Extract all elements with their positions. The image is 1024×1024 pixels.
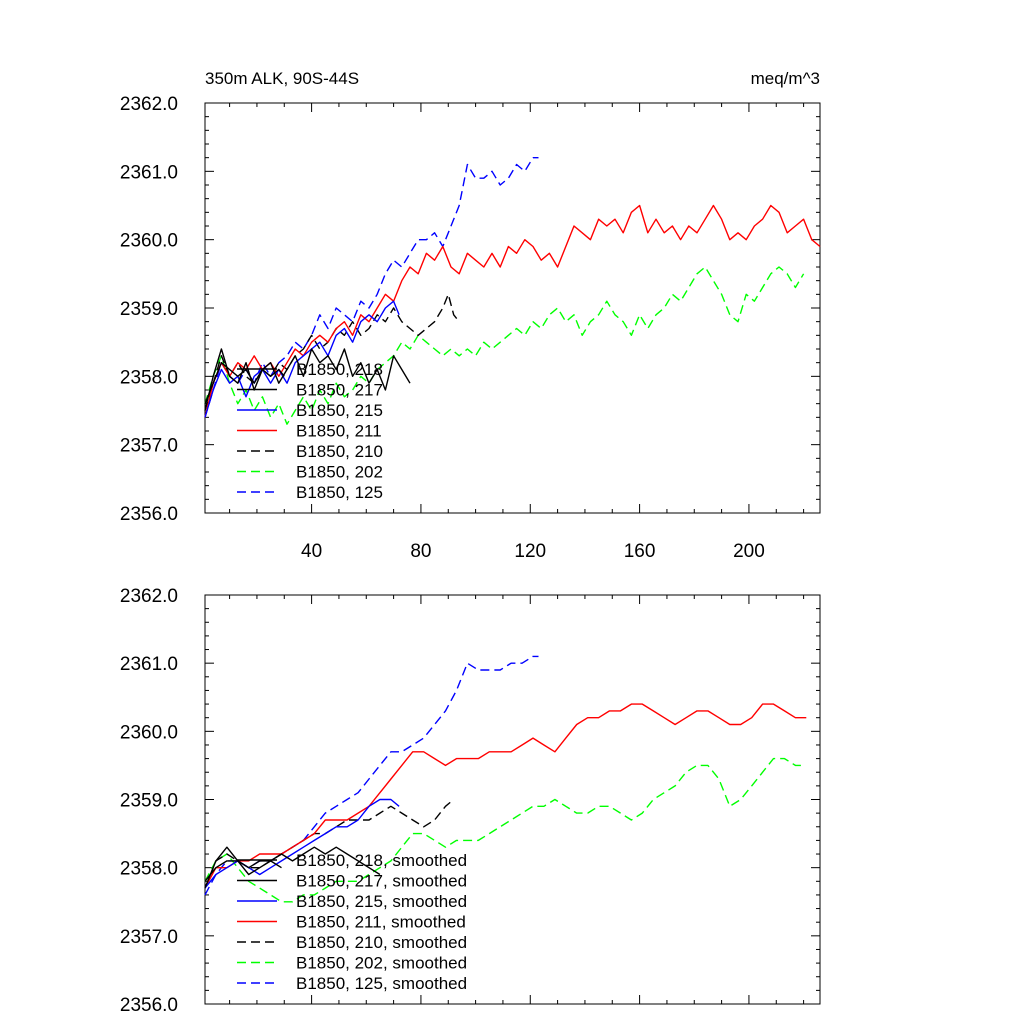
series-line xyxy=(204,860,282,882)
chart-title-right: meq/m^3 xyxy=(751,69,820,88)
y-tick-label: 2360.0 xyxy=(120,231,178,252)
y-tick-label: 2361.0 xyxy=(120,162,178,183)
series-line xyxy=(204,204,821,418)
x-tick-label: 120 xyxy=(514,541,546,562)
legend-label: B1850, 202, smoothed xyxy=(296,954,467,973)
legend-label: B1850, 211, smoothed xyxy=(296,913,466,932)
legend-label: B1850, 218, smoothed xyxy=(296,851,467,870)
legend-label: B1850, 217, smoothed xyxy=(296,872,467,891)
y-tick-label: 2362.0 xyxy=(120,94,178,115)
y-tick-label: 2359.0 xyxy=(120,299,178,320)
y-tick-label: 2359.0 xyxy=(120,791,178,812)
y-tick-label: 2357.0 xyxy=(120,927,178,948)
series-line xyxy=(204,846,381,889)
panel-top: 350m ALK, 90S-44S meq/m^3 2356.0 2357.0 23… xyxy=(120,69,821,562)
x-tick-label: 160 xyxy=(624,541,656,562)
legend-label: B1850, 211 xyxy=(296,422,382,441)
y-tick-label: 2362.0 xyxy=(120,586,178,607)
y-tick-label: 2358.0 xyxy=(120,367,178,388)
series-line xyxy=(204,757,801,903)
panel-bottom: 2356.0 2357.0 2358.0 2359.0 2360.0 2361.0 2362… xyxy=(120,586,821,1016)
y-tick-label: 2358.0 xyxy=(120,859,178,880)
legend-label: B1850, 217 xyxy=(296,381,383,400)
legend-label: B1850, 210, smoothed xyxy=(296,933,467,952)
series-line xyxy=(204,655,539,896)
legend-label: B1850, 125 xyxy=(296,483,383,502)
series-line xyxy=(204,348,411,411)
x-tick-label: 40 xyxy=(301,541,322,562)
x-tick-label: 80 xyxy=(410,541,431,562)
y-tick-label: 2357.0 xyxy=(120,436,178,457)
y-tick-label: 2356.0 xyxy=(120,995,178,1016)
legend-label: B1850, 215, smoothed xyxy=(296,892,467,911)
y-tick-label: 2356.0 xyxy=(120,504,178,525)
series-line xyxy=(204,266,805,425)
y-tick-label: 2360.0 xyxy=(120,722,178,743)
y-tick-label: 2361.0 xyxy=(120,654,178,675)
legend-label: B1850, 215 xyxy=(296,401,383,420)
x-tick-label: 200 xyxy=(733,541,765,562)
legend-label: B1850, 202 xyxy=(296,463,383,482)
series-line xyxy=(204,703,807,889)
legend-label: B1850, 218 xyxy=(296,360,383,379)
legend-label: B1850, 210 xyxy=(296,442,383,461)
chart-title-left: 350m ALK, 90S-44S xyxy=(205,69,359,88)
legend-label: B1850, 125, smoothed xyxy=(296,974,467,993)
